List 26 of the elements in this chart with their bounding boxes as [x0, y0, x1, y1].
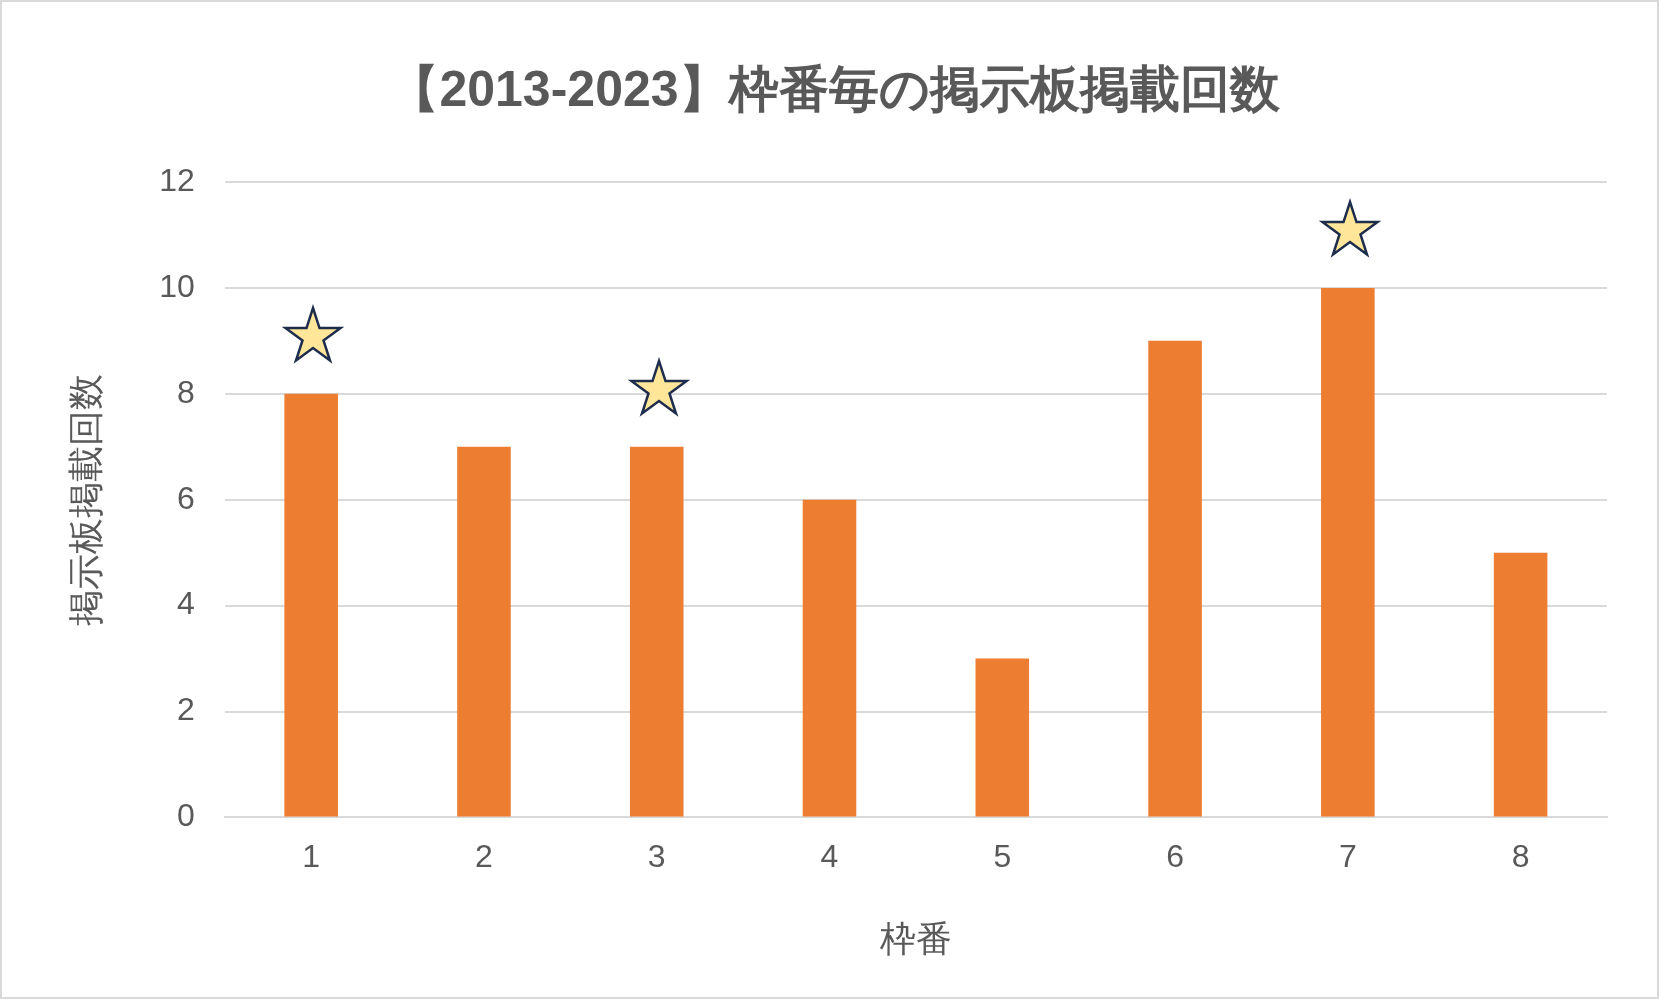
bar: [802, 499, 857, 817]
bar: [1148, 340, 1202, 817]
y-tick-label: 6: [177, 479, 195, 516]
x-tick-label: 5: [993, 838, 1012, 875]
y-tick-label: 10: [159, 267, 195, 304]
x-tick-label: 4: [820, 838, 839, 875]
bar: [1493, 552, 1548, 817]
bar: [1321, 287, 1375, 817]
x-tick-label: 3: [647, 838, 666, 875]
bar: [975, 658, 1030, 817]
bar: [629, 446, 684, 817]
bar: [284, 393, 338, 817]
y-tick-label: 4: [177, 585, 195, 622]
y-tick-label: 2: [177, 691, 195, 728]
x-tick-label: 1: [302, 838, 321, 875]
x-tick-label: 8: [1511, 838, 1530, 875]
y-tick-label: 0: [177, 797, 195, 834]
x-tick-label: 6: [1166, 838, 1184, 875]
y-tick-label: 12: [159, 161, 195, 198]
bar: [457, 446, 511, 817]
y-axis-title: 掲示板掲載回数: [64, 373, 106, 626]
chart-title: 【2013-2023】枠番毎の掲示板掲載回数: [389, 60, 1281, 117]
x-tick-label: 7: [1338, 838, 1357, 875]
x-axis-title: 枠番: [878, 918, 952, 960]
y-tick-label: 8: [177, 373, 195, 410]
x-tick-label: 2: [475, 838, 493, 875]
